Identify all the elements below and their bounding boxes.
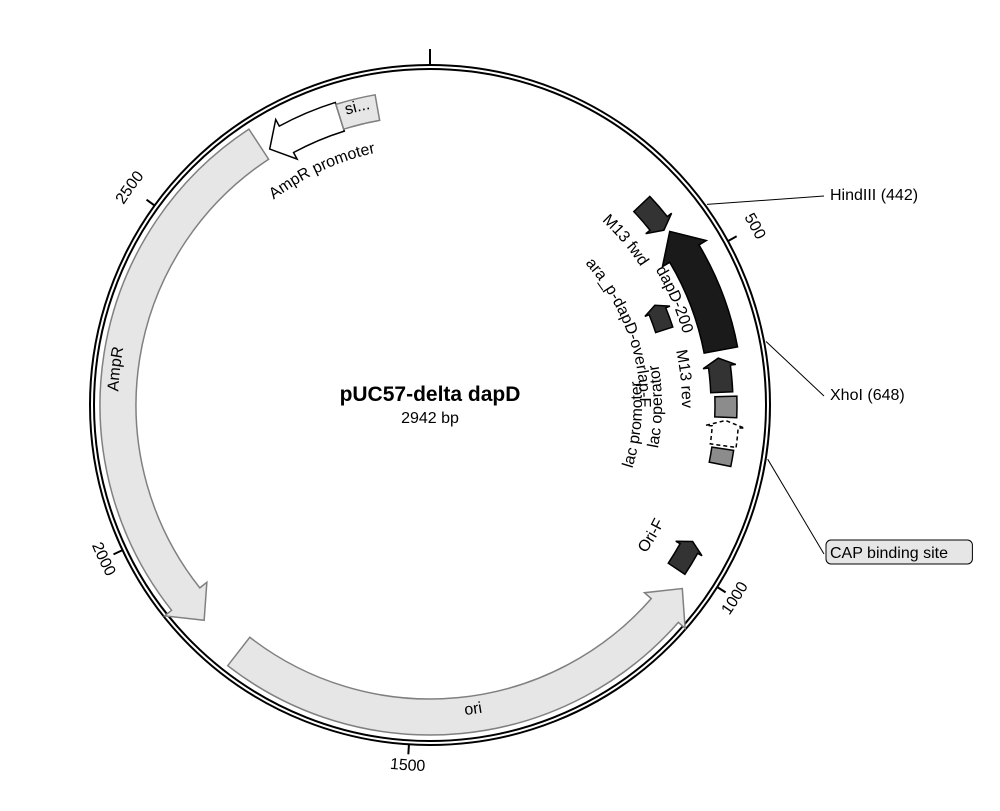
feature-CAP-block: [709, 447, 733, 466]
label-f7: ara_p-dapD-overlap-F: [582, 255, 653, 408]
callout-line: [707, 196, 824, 204]
tick: [728, 236, 737, 241]
tick: [717, 587, 725, 592]
callout-line: [768, 459, 824, 554]
tick: [113, 550, 122, 554]
feature-ara_p-dapD-overlap-F: [645, 305, 673, 332]
label-tick1000: 1000: [719, 579, 752, 618]
callout-line: [766, 341, 824, 396]
feature-M13-rev: [703, 358, 736, 393]
label-tick2500: 2500: [113, 168, 148, 207]
feature-lac-operator: [715, 396, 737, 418]
feature-AmpR-promoter: [270, 102, 345, 159]
feature-Ori-F: [668, 541, 702, 574]
label-f8: ori: [463, 700, 483, 719]
label-f6: Ori-F: [635, 516, 668, 556]
label-f2: M13 rev: [672, 348, 695, 408]
label-tick500: 500: [741, 210, 769, 242]
tick: [147, 200, 155, 206]
plasmid-size: 2942 bp: [401, 410, 459, 427]
tick: [408, 744, 409, 754]
callout-2: CAP binding site: [830, 545, 948, 562]
label-tick1500: 1500: [389, 756, 425, 775]
feature-lac-promoter: [706, 420, 745, 447]
plasmid-name: pUC57-delta dapD: [340, 383, 521, 406]
callout-1: XhoI (648): [830, 387, 905, 404]
feature-M13-fwd: [634, 196, 672, 233]
label-tick2000: 2000: [88, 540, 118, 579]
callout-0: HindIII (442): [830, 187, 918, 204]
